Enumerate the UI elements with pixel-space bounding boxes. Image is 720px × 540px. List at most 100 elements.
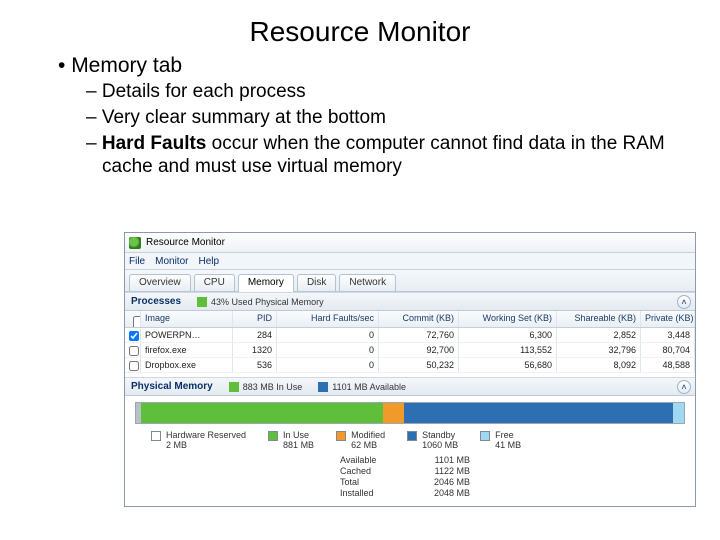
memory-bar — [135, 402, 685, 424]
summary-key: Installed — [340, 488, 410, 499]
usage-swatch — [197, 297, 207, 307]
select-all-checkbox[interactable] — [133, 316, 141, 327]
memory-segment — [383, 403, 405, 423]
bullet-level1: Memory tab — [58, 54, 680, 78]
col-private[interactable]: Private (KB) — [641, 311, 695, 327]
legend-text: Free41 MB — [495, 430, 521, 451]
cell-commit: 50,232 — [379, 358, 459, 372]
cell-image: Dropbox.exe — [141, 358, 233, 372]
table-row[interactable]: Dropbox.exe536050,23256,6808,09248,588 — [125, 358, 695, 373]
legend-text: Standby1060 MB — [422, 430, 458, 451]
legend-item: Free41 MB — [480, 430, 521, 451]
summary-key: Total — [340, 477, 410, 488]
summary-value: 1122 MB — [410, 466, 470, 477]
legend-item: Standby1060 MB — [407, 430, 458, 451]
row-checkbox[interactable] — [129, 331, 139, 341]
legend-text: Modified62 MB — [351, 430, 385, 451]
app-icon — [129, 237, 141, 249]
memory-segment — [673, 403, 684, 423]
tab-disk[interactable]: Disk — [297, 274, 336, 291]
memory-summary: Available1101 MBCached1122 MBTotal2046 M… — [340, 455, 480, 500]
summary-key: Cached — [340, 466, 410, 477]
legend-swatch — [336, 431, 346, 441]
legend-swatch — [480, 431, 490, 441]
cell-commit: 92,700 — [379, 343, 459, 357]
slide: Resource Monitor Memory tab Details for … — [0, 0, 720, 540]
slide-title: Resource Monitor — [40, 16, 680, 48]
cell-shareable: 32,796 — [557, 343, 641, 357]
legend-swatch — [407, 431, 417, 441]
table-row[interactable]: firefox.exe1320092,700113,55232,79680,70… — [125, 343, 695, 358]
menu-monitor[interactable]: Monitor — [155, 256, 188, 267]
cell-workingset: 56,680 — [459, 358, 557, 372]
cell-workingset: 6,300 — [459, 328, 557, 342]
cell-hardfaults: 0 — [277, 358, 379, 372]
inuse-swatch — [229, 382, 239, 392]
cell-image: POWERPN… — [141, 328, 233, 342]
bullet-l2-text: Very clear summary at the bottom — [102, 107, 386, 128]
tab-memory[interactable]: Memory — [238, 274, 294, 292]
legend-swatch — [151, 431, 161, 441]
chevron-up-icon[interactable]: ˄ — [677, 380, 691, 394]
bullet-level2: Very clear summary at the bottom — [102, 106, 680, 130]
window-titlebar[interactable]: Resource Monitor — [125, 233, 695, 253]
cell-commit: 72,760 — [379, 328, 459, 342]
chevron-up-icon[interactable]: ˄ — [677, 295, 691, 309]
bullet-level2: Hard Faults occur when the computer cann… — [102, 132, 680, 180]
col-checkbox[interactable] — [125, 311, 141, 327]
process-rows: POWERPN…284072,7606,3002,8523,448firefox… — [125, 328, 695, 373]
tab-overview[interactable]: Overview — [129, 274, 191, 291]
legend-item: Modified62 MB — [336, 430, 385, 451]
bullet-level2: Details for each process — [102, 80, 680, 104]
menubar: File Monitor Help — [125, 253, 695, 270]
avail-text: 1101 MB Available — [332, 382, 406, 392]
tabbar: Overview CPU Memory Disk Network — [125, 270, 695, 292]
tab-network[interactable]: Network — [339, 274, 396, 291]
col-workingset[interactable]: Working Set (KB) — [459, 311, 557, 327]
col-image[interactable]: Image — [141, 311, 233, 327]
col-shareable[interactable]: Shareable (KB) — [557, 311, 641, 327]
cell-private: 48,588 — [641, 358, 695, 372]
tab-cpu[interactable]: CPU — [194, 274, 235, 291]
col-commit[interactable]: Commit (KB) — [379, 311, 459, 327]
physical-memory-section-header[interactable]: Physical Memory 883 MB In Use 1101 MB Av… — [125, 377, 695, 396]
avail-swatch — [318, 382, 328, 392]
col-hardfaults[interactable]: Hard Faults/sec — [277, 311, 379, 327]
row-checkbox[interactable] — [129, 346, 139, 356]
cell-shareable: 2,852 — [557, 328, 641, 342]
bullet-l2-bold: Hard Faults — [102, 133, 207, 154]
cell-pid: 284 — [233, 328, 277, 342]
legend-item: Hardware Reserved2 MB — [151, 430, 246, 451]
legend-item: In Use881 MB — [268, 430, 314, 451]
cell-private: 80,704 — [641, 343, 695, 357]
memory-segment — [404, 403, 673, 423]
legend-text: In Use881 MB — [283, 430, 314, 451]
inuse-text: 883 MB In Use — [243, 382, 303, 392]
memory-bar-container — [125, 396, 695, 426]
usage-text: 43% Used Physical Memory — [211, 297, 324, 307]
bullet-l1-text: Memory tab — [71, 54, 182, 77]
cell-image: firefox.exe — [141, 343, 233, 357]
physical-memory-label: Physical Memory — [131, 381, 213, 392]
bullet-l2-text: Details for each process — [102, 81, 306, 102]
menu-help[interactable]: Help — [198, 256, 219, 267]
resource-monitor-window: Resource Monitor File Monitor Help Overv… — [124, 232, 696, 507]
cell-hardfaults: 0 — [277, 328, 379, 342]
table-row[interactable]: POWERPN…284072,7606,3002,8523,448 — [125, 328, 695, 343]
cell-shareable: 8,092 — [557, 358, 641, 372]
memory-segment — [141, 403, 382, 423]
summary-key: Available — [340, 455, 410, 466]
summary-value: 1101 MB — [410, 455, 470, 466]
menu-file[interactable]: File — [129, 256, 145, 267]
cell-hardfaults: 0 — [277, 343, 379, 357]
row-checkbox[interactable] — [129, 361, 139, 371]
cell-pid: 1320 — [233, 343, 277, 357]
summary-value: 2046 MB — [410, 477, 470, 488]
cell-private: 3,448 — [641, 328, 695, 342]
col-pid[interactable]: PID — [233, 311, 277, 327]
cell-pid: 536 — [233, 358, 277, 372]
legend-swatch — [268, 431, 278, 441]
process-column-headers: Image PID Hard Faults/sec Commit (KB) Wo… — [125, 311, 695, 328]
legend-text: Hardware Reserved2 MB — [166, 430, 246, 451]
processes-section-header[interactable]: Processes 43% Used Physical Memory ˄ — [125, 292, 695, 311]
